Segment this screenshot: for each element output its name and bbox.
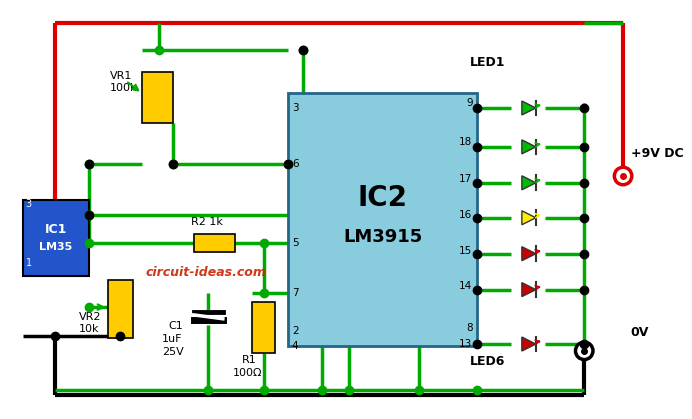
Text: LED6: LED6 bbox=[470, 355, 505, 368]
Text: 6: 6 bbox=[292, 159, 298, 169]
Polygon shape bbox=[522, 211, 536, 225]
Text: 10k: 10k bbox=[79, 324, 100, 334]
Text: 1uF: 1uF bbox=[162, 334, 182, 344]
Text: circuit-ideas.com: circuit-ideas.com bbox=[145, 266, 266, 279]
Bar bbox=[194, 234, 235, 252]
Text: 18: 18 bbox=[459, 137, 473, 147]
Text: R1: R1 bbox=[242, 355, 257, 365]
Text: IC1: IC1 bbox=[44, 223, 67, 236]
Bar bbox=[143, 72, 173, 123]
Text: 15: 15 bbox=[459, 246, 473, 256]
Text: IC2: IC2 bbox=[358, 184, 408, 212]
Text: 16: 16 bbox=[459, 210, 473, 220]
Text: 9: 9 bbox=[466, 98, 473, 108]
Text: 7: 7 bbox=[292, 287, 298, 297]
Text: 1: 1 bbox=[26, 259, 32, 268]
Text: 17: 17 bbox=[459, 174, 473, 184]
Text: 14: 14 bbox=[459, 281, 473, 291]
Bar bbox=[108, 280, 133, 338]
Circle shape bbox=[576, 342, 593, 360]
Polygon shape bbox=[522, 247, 536, 261]
Text: 2: 2 bbox=[292, 326, 298, 336]
Text: 0V: 0V bbox=[631, 326, 649, 339]
Text: VR1: VR1 bbox=[110, 71, 133, 81]
Polygon shape bbox=[522, 283, 536, 297]
Text: LED1: LED1 bbox=[470, 56, 505, 69]
Polygon shape bbox=[522, 176, 536, 190]
Text: 25V: 25V bbox=[162, 347, 183, 357]
Text: C1: C1 bbox=[168, 321, 183, 331]
Text: 100Ω: 100Ω bbox=[233, 368, 262, 378]
Polygon shape bbox=[522, 337, 536, 351]
Polygon shape bbox=[522, 101, 536, 115]
Text: 4: 4 bbox=[292, 341, 298, 351]
Circle shape bbox=[614, 167, 632, 185]
Polygon shape bbox=[522, 140, 536, 154]
Text: 8: 8 bbox=[466, 323, 473, 334]
Text: R2 1k: R2 1k bbox=[191, 217, 223, 227]
Text: LM3915: LM3915 bbox=[343, 228, 422, 246]
Text: 3: 3 bbox=[26, 199, 32, 209]
Text: LM35: LM35 bbox=[39, 242, 73, 252]
Text: +9V DC: +9V DC bbox=[631, 147, 684, 160]
Text: 3: 3 bbox=[292, 103, 298, 113]
Text: 100k: 100k bbox=[110, 83, 138, 93]
Bar bbox=[252, 302, 275, 353]
Bar bbox=[288, 93, 477, 346]
Text: 5: 5 bbox=[292, 238, 298, 248]
Text: 13: 13 bbox=[459, 339, 473, 349]
Bar bbox=[23, 200, 89, 276]
Text: VR2: VR2 bbox=[79, 312, 102, 322]
